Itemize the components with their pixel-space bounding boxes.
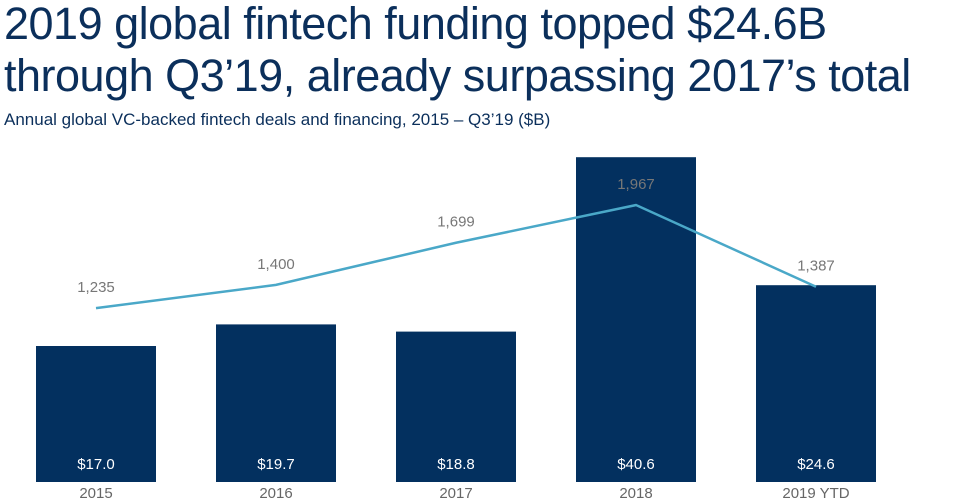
chart-title: 2019 global fintech funding topped $24.6… xyxy=(4,0,911,101)
bar-value-label: $17.0 xyxy=(77,456,115,473)
bar-value-label: $18.8 xyxy=(437,456,475,473)
bar xyxy=(756,285,876,482)
x-tick-label: 2018 xyxy=(619,485,652,502)
line-value-label: 1,387 xyxy=(797,258,835,275)
chart-subtitle: Annual global VC-backed fintech deals an… xyxy=(4,110,551,129)
bar xyxy=(576,157,696,482)
x-tick-label: 2019 YTD xyxy=(782,485,849,502)
line-value-label: 1,400 xyxy=(257,256,295,273)
bar xyxy=(396,331,516,482)
bar xyxy=(216,324,336,482)
x-tick-label: 2017 xyxy=(439,485,472,502)
line-value-label: 1,235 xyxy=(77,279,115,296)
bar xyxy=(36,346,156,482)
line-value-label: 1,699 xyxy=(437,214,475,231)
line-value-label: 1,967 xyxy=(617,176,655,193)
line xyxy=(95,203,817,310)
bar-value-label: $40.6 xyxy=(617,456,655,473)
bar-value-label: $24.6 xyxy=(797,456,835,473)
bar-value-label: $19.7 xyxy=(257,456,295,473)
x-tick-label: 2016 xyxy=(259,485,292,502)
x-tick-label: 2015 xyxy=(79,485,112,502)
